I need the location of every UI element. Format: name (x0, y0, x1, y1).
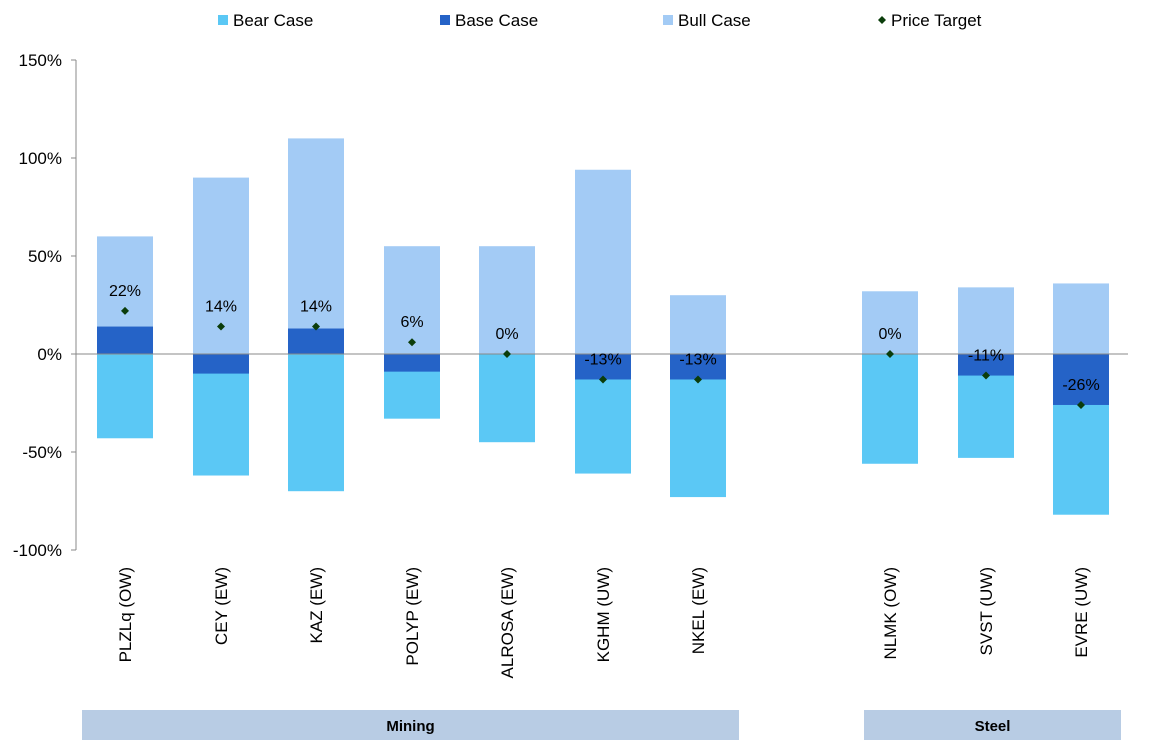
group-band-mining: Mining (82, 710, 739, 740)
category-label-kghm-uw: KGHM (UW) (594, 567, 613, 662)
bar-bull-case (575, 169, 631, 354)
price-target-data-label: 14% (300, 299, 332, 316)
bar-bull-case (479, 246, 535, 354)
bar-bear-case (479, 354, 535, 443)
category-label-alrosa-ew: ALROSA (EW) (498, 567, 517, 678)
bar-bull-case (958, 287, 1014, 354)
legend-item-base-case: Base Case (440, 11, 538, 30)
bar-base-case (575, 354, 631, 380)
legend-swatch (218, 15, 228, 25)
price-target-data-label: -11% (968, 348, 1004, 365)
group-bands: Mining Steel (82, 710, 1121, 740)
legend: Bear Case Base Case Bull Case Price Target (218, 11, 982, 30)
category-label-nlmk-ow: NLMK (OW) (881, 567, 900, 660)
group-band-rect (82, 710, 739, 740)
category-label-cey-ew: CEY (EW) (212, 567, 231, 645)
bar-group-cey-ew (193, 177, 249, 476)
price-target-marker (408, 338, 416, 347)
legend-swatch (440, 15, 450, 25)
category-label-plzlq-ow: PLZLq (OW) (116, 567, 135, 662)
y-tick-label: 150% (19, 51, 62, 70)
bar-base-case (97, 326, 153, 354)
category-label-polyp-ew: POLYP (EW) (403, 567, 422, 666)
y-tick-label: 100% (19, 149, 62, 168)
price-target-data-label: 0% (495, 326, 518, 343)
legend-label: Price Target (891, 11, 982, 30)
legend-label: Bear Case (233, 11, 313, 30)
legend-label: Bull Case (678, 11, 751, 30)
bar-base-case (1053, 354, 1109, 405)
price-target-marker (217, 322, 225, 331)
bar-base-case (193, 354, 249, 374)
price-target-marker (694, 375, 702, 384)
category-label-svst-uw: SVST (UW) (977, 567, 996, 655)
y-tick-label: 0% (37, 345, 62, 364)
price-target-data-label: 14% (205, 299, 237, 316)
legend-item-price-target: Price Target (878, 11, 982, 30)
bar-group-evre-uw (1053, 283, 1109, 515)
price-target-marker (599, 375, 607, 384)
category-label-nkel-ew: NKEL (EW) (689, 567, 708, 654)
y-tick-label: -50% (22, 443, 62, 462)
group-band-rect (864, 710, 1121, 740)
group-band-steel: Steel (864, 710, 1121, 740)
y-tick-label: 50% (28, 247, 62, 266)
legend-item-bull-case: Bull Case (663, 11, 751, 30)
bar-bear-case (862, 354, 918, 464)
bar-group-svst-uw (958, 287, 1014, 458)
legend-item-bear-case: Bear Case (218, 11, 313, 30)
bar-bull-case (288, 138, 344, 354)
bar-group-kghm-uw (575, 169, 631, 474)
price-target-data-label: 6% (400, 314, 423, 331)
category-label-kaz-ew: KAZ (EW) (307, 567, 326, 644)
y-tick-label: -100% (13, 541, 62, 560)
bar-group-nkel-ew (670, 295, 726, 498)
bar-group-kaz-ew (288, 138, 344, 492)
data-labels: 22% 14% 14% 6% 0% -13% -13% 0% -11% -26% (109, 283, 1100, 394)
price-target-marker (982, 371, 990, 380)
price-target-markers (121, 306, 1085, 409)
price-target-marker (312, 322, 320, 331)
price-target-marker (886, 350, 894, 358)
bar-group-alrosa-ew (479, 246, 535, 443)
bar-base-case (288, 328, 344, 354)
bar-bull-case (384, 246, 440, 354)
price-target-data-label: -13% (584, 351, 621, 368)
bar-group-polyp-ew (384, 246, 440, 419)
category-labels: PLZLq (OW) CEY (EW) KAZ (EW) POLYP (EW) ALRO… (116, 567, 1091, 678)
price-target-data-label: 22% (109, 283, 141, 300)
category-label-evre-uw: EVRE (UW) (1072, 567, 1091, 658)
legend-label: Base Case (455, 11, 538, 30)
bar-bear-case (193, 354, 249, 476)
legend-swatch (663, 15, 673, 25)
bar-bull-case (670, 295, 726, 354)
bar-bull-case (1053, 283, 1109, 354)
bar-group-nlmk-ow (862, 291, 918, 464)
price-target-data-label: -13% (679, 351, 716, 368)
bars (97, 138, 1109, 515)
bar-base-case (670, 354, 726, 380)
group-band-label: Mining (386, 718, 434, 735)
price-target-data-label: 0% (878, 326, 901, 343)
price-target-data-label: -26% (1062, 377, 1099, 394)
bar-bull-case (862, 291, 918, 354)
bar-group-plzlq-ow (97, 236, 153, 439)
y-axis: 150% 100% 50% 0% -50% -100% (13, 51, 77, 560)
bar-base-case (958, 354, 1014, 376)
price-target-marker (1077, 400, 1085, 409)
bar-bear-case (288, 354, 344, 492)
price-target-marker (503, 350, 511, 358)
price-target-marker (121, 306, 129, 315)
bar-base-case (384, 354, 440, 372)
group-band-label: Steel (975, 718, 1011, 735)
bar-bear-case (97, 354, 153, 439)
legend-swatch (878, 16, 886, 24)
